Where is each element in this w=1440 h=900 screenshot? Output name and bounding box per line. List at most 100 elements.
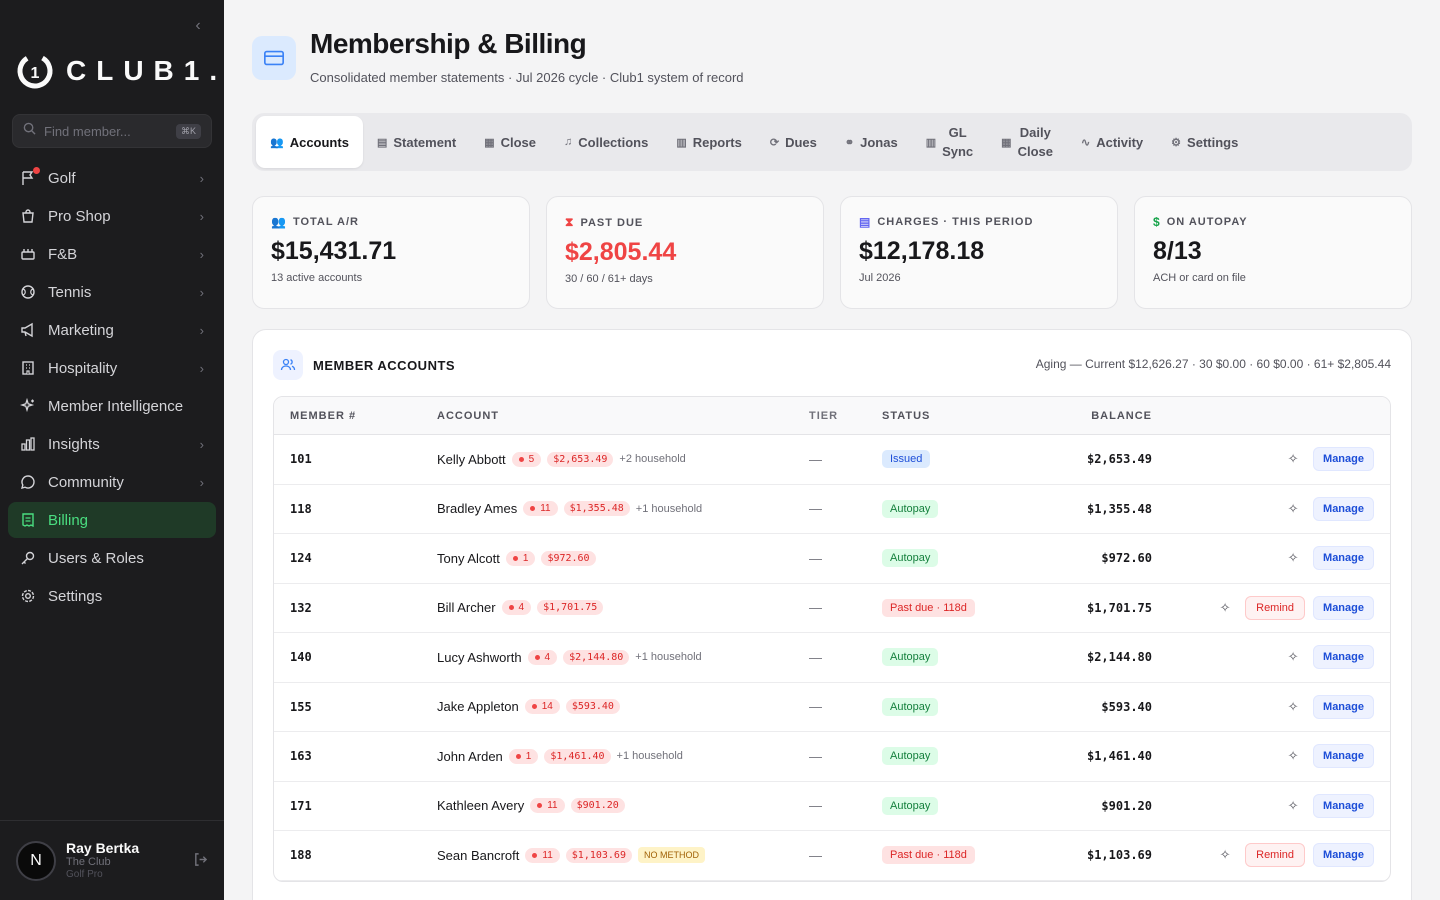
manage-button[interactable]: Manage: [1313, 447, 1374, 472]
account-name[interactable]: Tony Alcott: [437, 550, 500, 566]
account-name[interactable]: John Arden: [437, 748, 503, 764]
open-items-badge: 4: [527, 649, 558, 665]
sidebar-item-golf[interactable]: Golf ›: [8, 160, 216, 196]
table-row[interactable]: 155 Jake Appleton 14 $593.40 — Autopay $593.40…: [274, 683, 1390, 732]
sidebar-item-label: Marketing: [48, 321, 114, 339]
sidebar-item-settings[interactable]: Settings: [8, 578, 216, 614]
table-row[interactable]: 132 Bill Archer 4 $1,701.75 — Past due · 118d…: [274, 584, 1390, 633]
sparkle-icon[interactable]: ✧: [1287, 797, 1299, 813]
sparkle-icon[interactable]: ✧: [1287, 698, 1299, 714]
stats-row: 👥 TOTAL A/R $15,431.71 13 active accounts ⧗ P…: [252, 196, 1412, 309]
manage-button[interactable]: Manage: [1313, 546, 1374, 571]
stat-value: $15,431.71: [271, 237, 397, 265]
manage-button[interactable]: Manage: [1313, 744, 1374, 769]
manage-button[interactable]: Manage: [1313, 843, 1374, 868]
account-name[interactable]: Jake Appleton: [437, 699, 519, 715]
table-row[interactable]: 171 Kathleen Avery 11 $901.20 — Autopay $901.2…: [274, 782, 1390, 831]
account-name[interactable]: Bill Archer: [437, 600, 496, 616]
tab-jonas[interactable]: ⚭ Jonas: [831, 116, 912, 168]
member-number: 163: [290, 749, 312, 764]
sparkle-icon[interactable]: ✧: [1287, 748, 1299, 764]
manage-button[interactable]: Manage: [1313, 793, 1374, 818]
megaphone-icon: [20, 322, 36, 338]
tier: —: [809, 748, 822, 764]
sparkle-icon[interactable]: ✧: [1287, 550, 1299, 566]
collapse-sidebar-icon[interactable]: ‹: [195, 17, 201, 34]
chevron-right-icon: ›: [199, 436, 204, 452]
status-badge: Past due · 118d: [882, 846, 975, 865]
sidebar-item-hospitality[interactable]: Hospitality ›: [8, 350, 216, 386]
row-actions: ✧ Manage: [1152, 645, 1390, 670]
remind-button[interactable]: Remind: [1245, 843, 1306, 868]
tab-activity[interactable]: ∿ Activity: [1067, 116, 1157, 168]
table-row[interactable]: 101 Kelly Abbott 5 $2,653.49 +2 household — Is…: [274, 435, 1390, 485]
account-name[interactable]: Kelly Abbott: [437, 451, 506, 467]
sidebar-item-member-intelligence[interactable]: Member Intelligence: [8, 388, 216, 424]
sparkle-icon[interactable]: ✧: [1287, 451, 1299, 467]
table-row[interactable]: 163 John Arden 1 $1,461.40 +1 household — Auto…: [274, 732, 1390, 782]
tab-daily-close[interactable]: ▦ Daily Close: [987, 116, 1067, 168]
sidebar-item-billing[interactable]: Billing: [8, 502, 216, 538]
chevron-right-icon: ›: [199, 246, 204, 262]
user-profile[interactable]: N Ray Bertka The Club Golf Pro: [0, 820, 224, 900]
chat-icon: [20, 474, 36, 490]
status-badge: Issued: [882, 450, 931, 469]
remind-button[interactable]: Remind: [1245, 595, 1306, 620]
sparkle-icon[interactable]: ✧: [1219, 847, 1231, 863]
tab-collections[interactable]: ♫ Collections: [550, 116, 662, 168]
logout-icon[interactable]: [193, 852, 208, 870]
search-input[interactable]: Find member...: [44, 123, 131, 139]
table-row[interactable]: 140 Lucy Ashworth 4 $2,144.80 +1 household — A…: [274, 633, 1390, 683]
table-row[interactable]: 118 Bradley Ames 11 $1,355.48 +1 household — A…: [274, 485, 1390, 534]
sparkle-icon[interactable]: ✧: [1287, 500, 1299, 516]
status-badge: Autopay: [882, 747, 939, 766]
stat-sub: 30 / 60 / 61+ days: [565, 273, 653, 285]
account-name[interactable]: Kathleen Avery: [437, 798, 525, 814]
sidebar-item-marketing[interactable]: Marketing ›: [8, 312, 216, 348]
manage-button[interactable]: Manage: [1313, 496, 1374, 521]
manage-button[interactable]: Manage: [1313, 595, 1374, 620]
stat-sub: Jul 2026: [859, 272, 901, 284]
sparkle-icon[interactable]: ✧: [1219, 599, 1231, 615]
account-name[interactable]: Sean Bancroft: [437, 847, 520, 863]
food-icon: [20, 246, 36, 262]
sidebar-item-pro-shop[interactable]: Pro Shop ›: [8, 198, 216, 234]
page-subtitle: Consolidated member statements · Jul 202…: [310, 70, 744, 85]
account-name[interactable]: Bradley Ames: [437, 501, 518, 517]
stat-label: ▤ CHARGES · THIS PERIOD: [859, 215, 1034, 229]
tab-close[interactable]: ▦ Close: [470, 116, 550, 168]
tier: —: [809, 451, 822, 467]
sidebar-item-f-b[interactable]: F&B ›: [8, 236, 216, 272]
tab-reports[interactable]: ▥ Reports: [662, 116, 756, 168]
member-search[interactable]: Find member... ⌘K: [12, 114, 212, 148]
search-shortcut: ⌘K: [175, 123, 201, 139]
manage-button[interactable]: Manage: [1313, 645, 1374, 670]
open-amount-badge: $1,355.48: [563, 501, 630, 517]
account-cell: Bradley Ames 11 $1,355.48 +1 household: [437, 501, 809, 517]
table-row[interactable]: 188 Sean Bancroft 11 $1,103.69 NO METHOD — Pas…: [274, 831, 1390, 881]
manage-button[interactable]: Manage: [1313, 694, 1374, 719]
sidebar-item-users-roles[interactable]: Users & Roles: [8, 540, 216, 576]
sidebar-item-tennis[interactable]: Tennis ›: [8, 274, 216, 310]
tab-gl-sync[interactable]: ▥ GL Sync: [912, 116, 987, 168]
tab-accounts[interactable]: 👥 Accounts: [256, 116, 363, 168]
col-account[interactable]: ACCOUNT: [437, 409, 499, 422]
tab-dues[interactable]: ⟳ Dues: [756, 116, 831, 168]
tab-statement[interactable]: ▤ Statement: [363, 116, 470, 168]
table-row[interactable]: 124 Tony Alcott 1 $972.60 — Autopay $972.60 ✧ Ma…: [274, 534, 1390, 584]
tab-settings[interactable]: ⚙ Settings: [1157, 116, 1252, 168]
sidebar-item-insights[interactable]: Insights ›: [8, 426, 216, 462]
sidebar-item-community[interactable]: Community ›: [8, 464, 216, 500]
col-tier[interactable]: TIER: [809, 409, 839, 422]
status-badge: Autopay: [882, 697, 939, 716]
stat-card: ⧗ PAST DUE $2,805.44 30 / 60 / 61+ days: [546, 196, 824, 309]
account-name[interactable]: Lucy Ashworth: [437, 649, 522, 665]
open-amount-badge: $593.40: [565, 699, 620, 715]
col-member-num[interactable]: MEMBER #: [290, 409, 357, 422]
tennis-ball-icon: [20, 284, 36, 300]
card-title: MEMBER ACCOUNTS: [313, 357, 456, 373]
col-status[interactable]: STATUS: [882, 409, 931, 422]
status-badge: Autopay: [882, 499, 939, 518]
col-balance[interactable]: BALANCE: [1091, 409, 1152, 422]
sparkle-icon[interactable]: ✧: [1287, 649, 1299, 665]
